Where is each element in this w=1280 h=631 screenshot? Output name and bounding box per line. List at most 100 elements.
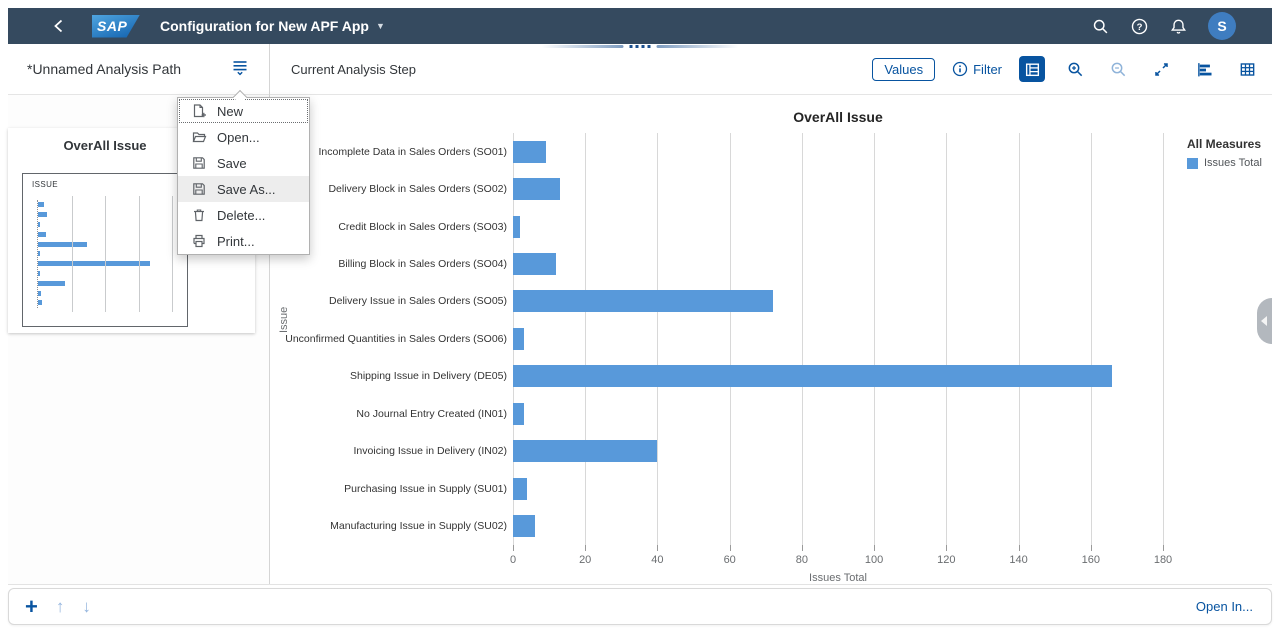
axis-tick-label: 120 bbox=[937, 554, 956, 566]
splitter-dots bbox=[629, 45, 651, 48]
bar-track bbox=[513, 358, 1163, 395]
path-options-menu-button[interactable] bbox=[229, 57, 251, 81]
axis-tick bbox=[1090, 545, 1092, 551]
svg-text:?: ? bbox=[1136, 21, 1142, 32]
gridline bbox=[946, 133, 948, 545]
values-button[interactable]: Values bbox=[872, 57, 936, 81]
move-down-button[interactable]: ↓ bbox=[82, 597, 91, 616]
mini-bar-row bbox=[38, 220, 182, 230]
category-label: Manufacturing Issue in Supply (SU02) bbox=[330, 520, 507, 533]
app-title-menu[interactable]: Configuration for New APF App ▼ bbox=[160, 18, 385, 34]
zoom-out-icon bbox=[1111, 62, 1125, 76]
bar-issues-total[interactable] bbox=[513, 515, 535, 538]
menu-item-label: Open... bbox=[217, 129, 260, 145]
chart-type-button[interactable] bbox=[1191, 56, 1217, 82]
axis-tick bbox=[946, 545, 948, 551]
current-step-area: Current Analysis Step Values Filter bbox=[270, 44, 1272, 584]
bar-issues-total[interactable] bbox=[513, 253, 557, 275]
info-icon bbox=[952, 61, 968, 77]
menu-item-save[interactable]: Save bbox=[178, 150, 309, 176]
fullscreen-button[interactable] bbox=[1148, 56, 1174, 82]
table-view-button[interactable] bbox=[1234, 56, 1260, 82]
menu-item-label: Save bbox=[217, 155, 247, 171]
splitter-handle[interactable] bbox=[541, 45, 739, 48]
menu-item-open[interactable]: Open... bbox=[178, 124, 309, 150]
add-step-button[interactable]: + bbox=[25, 593, 38, 619]
chart-title: OverAll Issue bbox=[793, 109, 883, 125]
category-label: Incomplete Data in Sales Orders (SO01) bbox=[318, 145, 508, 158]
mini-gridline bbox=[105, 196, 106, 312]
bar-track bbox=[513, 320, 1163, 357]
chart-bar-row: Shipping Issue in Delivery (DE05) bbox=[278, 358, 1163, 395]
chart-legend: All Measures Issues Total bbox=[1187, 137, 1272, 169]
path-options-menu: New Open... Save Save As... Delete... Pr… bbox=[177, 89, 310, 255]
move-up-button[interactable]: ↑ bbox=[55, 597, 65, 616]
mini-gridline bbox=[138, 196, 140, 312]
category-label: Billing Block in Sales Orders (SO04) bbox=[338, 258, 507, 271]
bar-issues-total[interactable] bbox=[513, 440, 658, 463]
chart-bar-row: Invoicing Issue in Delivery (IN02) bbox=[278, 433, 1163, 470]
category-label: Invoicing Issue in Delivery (IN02) bbox=[353, 445, 507, 458]
mini-bar-row bbox=[38, 210, 182, 220]
mini-bar-row bbox=[38, 259, 182, 269]
axis-tick-label: 140 bbox=[1009, 554, 1028, 566]
menu-item-label: New bbox=[217, 103, 244, 119]
filter-button[interactable]: Filter bbox=[952, 61, 1002, 77]
menu-item-delete[interactable]: Delete... bbox=[178, 202, 309, 228]
bar-issues-total[interactable] bbox=[513, 290, 773, 313]
chart-bar-row: Purchasing Issue in Supply (SU01) bbox=[278, 470, 1163, 507]
search-icon[interactable] bbox=[1091, 17, 1109, 35]
category-label: Purchasing Issue in Supply (SU01) bbox=[344, 482, 507, 495]
axis-tick-label: 60 bbox=[723, 554, 736, 566]
sap-logo[interactable]: SAP bbox=[92, 14, 140, 38]
axis-tick-label: 20 bbox=[579, 554, 592, 566]
panel-collapse-handle[interactable] bbox=[1257, 298, 1272, 344]
bar-issues-total[interactable] bbox=[513, 365, 1113, 388]
chevron-down-icon: ▼ bbox=[375, 21, 385, 31]
menu-item-save-as[interactable]: Save As... bbox=[178, 176, 309, 202]
legend-title: All Measures bbox=[1187, 137, 1262, 151]
category-label: Shipping Issue in Delivery (DE05) bbox=[350, 370, 507, 383]
bell-icon[interactable] bbox=[1169, 17, 1187, 35]
menu-item-print[interactable]: Print... bbox=[178, 228, 309, 254]
sap-logo-text: SAP bbox=[97, 18, 128, 34]
bar-issues-total[interactable] bbox=[513, 215, 521, 238]
gridline bbox=[801, 133, 803, 545]
mini-bar bbox=[38, 241, 87, 247]
mini-bar-row bbox=[38, 298, 182, 308]
bar-issues-total[interactable] bbox=[513, 402, 524, 425]
analysis-path-header: *Unnamed Analysis Path bbox=[8, 44, 269, 95]
axis-tick bbox=[801, 545, 803, 551]
table-grid-icon bbox=[1240, 62, 1254, 76]
bar-issues-total[interactable] bbox=[513, 477, 528, 500]
filter-label: Filter bbox=[973, 61, 1002, 77]
back-button[interactable] bbox=[48, 15, 70, 37]
mini-bar-row bbox=[38, 239, 182, 249]
axis-tickmarks bbox=[513, 545, 1164, 552]
avatar[interactable]: S bbox=[1208, 12, 1236, 40]
menu-item-new[interactable]: New bbox=[178, 98, 309, 124]
menu-item-label: Save As... bbox=[217, 181, 276, 197]
bar-issues-total[interactable] bbox=[513, 140, 546, 163]
chevron-left-icon bbox=[54, 19, 63, 33]
gridline bbox=[1163, 133, 1164, 545]
chart-region: OverAll Issue Issue Incomplete Data in S… bbox=[270, 95, 1272, 585]
zoom-in-button[interactable] bbox=[1062, 56, 1088, 82]
category-label: Credit Block in Sales Orders (SO03) bbox=[338, 220, 507, 233]
legend-item[interactable]: Issues Total bbox=[1187, 157, 1272, 169]
toggle-legend-button[interactable] bbox=[1019, 56, 1045, 82]
splitter-line bbox=[656, 45, 739, 48]
step-toolbar-title: Current Analysis Step bbox=[291, 61, 417, 77]
zoom-out-button[interactable] bbox=[1105, 56, 1131, 82]
help-icon[interactable]: ? bbox=[1130, 17, 1148, 35]
mini-bar bbox=[38, 300, 42, 306]
open-in-button[interactable]: Open In... bbox=[1195, 599, 1253, 614]
mini-bar bbox=[38, 231, 47, 237]
axis-tick bbox=[1163, 545, 1164, 551]
bar-issues-total[interactable] bbox=[513, 178, 560, 201]
bar-issues-total[interactable] bbox=[513, 327, 524, 350]
mini-bar-row bbox=[38, 288, 182, 298]
axis-tick-label: 100 bbox=[864, 554, 884, 566]
mini-gridline bbox=[172, 196, 173, 312]
gridline bbox=[657, 133, 659, 545]
